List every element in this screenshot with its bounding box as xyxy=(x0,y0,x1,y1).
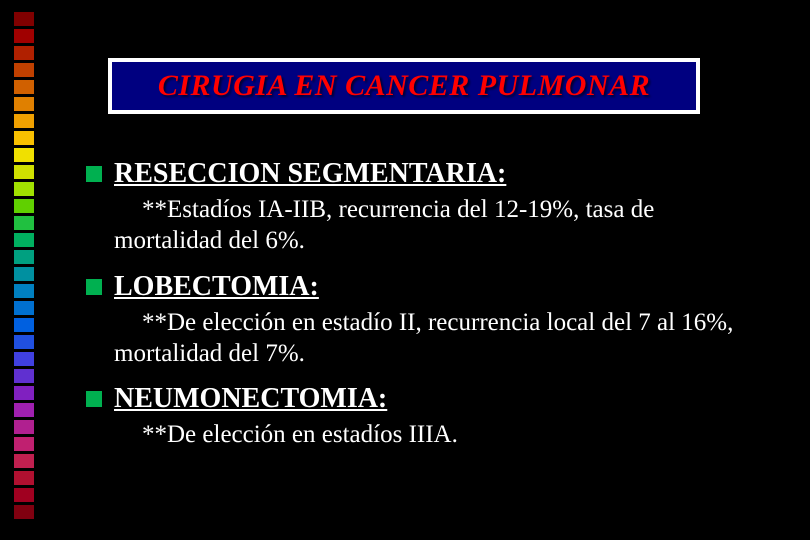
border-square xyxy=(14,233,34,247)
border-square xyxy=(14,12,34,26)
border-square xyxy=(14,29,34,43)
border-square xyxy=(14,505,34,519)
border-square xyxy=(14,369,34,383)
slide-title: CIRUGIA EN CANCER PULMONAR xyxy=(158,69,650,103)
item-heading: RESECCION SEGMENTARIA: xyxy=(114,158,506,190)
bullet-square-icon xyxy=(86,391,102,407)
item-heading: LOBECTOMIA: xyxy=(114,271,319,303)
content-area: RESECCION SEGMENTARIA: **Estadíos IA-IIB… xyxy=(86,158,766,464)
border-square xyxy=(14,63,34,77)
border-square xyxy=(14,216,34,230)
border-square xyxy=(14,46,34,60)
border-square xyxy=(14,335,34,349)
item-body: **Estadíos IA-IIB, recurrencia del 12-19… xyxy=(114,194,766,257)
border-square xyxy=(14,420,34,434)
border-square xyxy=(14,267,34,281)
border-square xyxy=(14,250,34,264)
list-item: NEUMONECTOMIA: **De elección en estadíos… xyxy=(86,383,766,450)
item-body: **De elección en estadíos IIIA. xyxy=(114,419,766,450)
border-square xyxy=(14,318,34,332)
border-square xyxy=(14,454,34,468)
border-square xyxy=(14,148,34,162)
title-box: CIRUGIA EN CANCER PULMONAR xyxy=(108,58,700,114)
border-square xyxy=(14,386,34,400)
border-square xyxy=(14,199,34,213)
item-heading: NEUMONECTOMIA: xyxy=(114,383,387,415)
border-square xyxy=(14,437,34,451)
border-square xyxy=(14,80,34,94)
heading-row: RESECCION SEGMENTARIA: xyxy=(86,158,766,190)
border-square xyxy=(14,301,34,315)
border-square xyxy=(14,131,34,145)
bullet-square-icon xyxy=(86,279,102,295)
border-square xyxy=(14,352,34,366)
border-square xyxy=(14,182,34,196)
bullet-square-icon xyxy=(86,166,102,182)
border-square xyxy=(14,284,34,298)
border-square xyxy=(14,165,34,179)
heading-row: LOBECTOMIA: xyxy=(86,271,766,303)
border-square xyxy=(14,97,34,111)
border-square xyxy=(14,403,34,417)
list-item: RESECCION SEGMENTARIA: **Estadíos IA-IIB… xyxy=(86,158,766,257)
border-square xyxy=(14,488,34,502)
border-square xyxy=(14,114,34,128)
heading-row: NEUMONECTOMIA: xyxy=(86,383,766,415)
decorative-left-border xyxy=(0,0,48,540)
list-item: LOBECTOMIA: **De elección en estadío II,… xyxy=(86,271,766,370)
item-body: **De elección en estadío II, recurrencia… xyxy=(114,307,766,370)
border-square xyxy=(14,471,34,485)
